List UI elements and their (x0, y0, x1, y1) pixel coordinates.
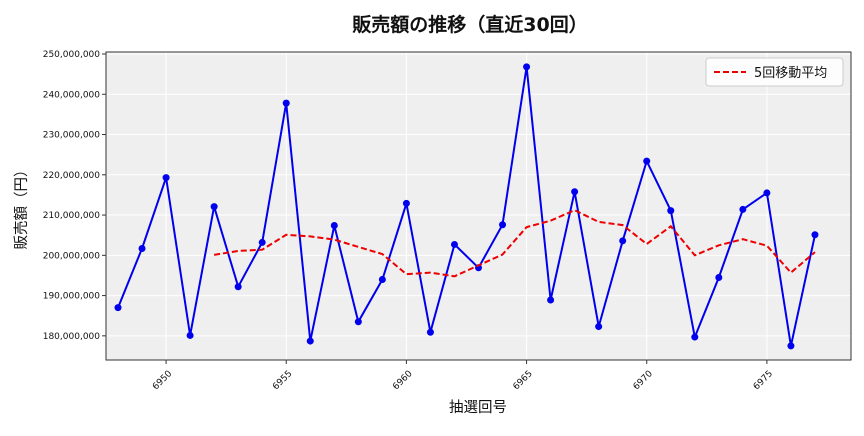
data-point (114, 304, 122, 312)
data-point (162, 174, 170, 182)
data-point (186, 331, 194, 339)
data-point (595, 323, 603, 331)
moving-average-line (213, 209, 816, 278)
series-layer (105, 51, 852, 361)
x-axis-label: 抽選回号 (449, 399, 507, 416)
y-axis-label: 販売額（円） (13, 163, 30, 250)
x-tick-label: 6960 (391, 369, 414, 392)
x-ticks: 6950 6955 6960 6965 6970 6975 (151, 360, 775, 392)
y-tick-label: 210,000,000 (43, 211, 101, 221)
x-tick-label: 6970 (632, 369, 655, 392)
data-point (547, 296, 555, 304)
data-point (450, 240, 458, 248)
y-tick-label: 250,000,000 (43, 50, 101, 60)
data-point (258, 238, 266, 246)
sales-line (117, 66, 816, 347)
plot-frame (105, 51, 852, 361)
data-point (787, 342, 795, 350)
y-tick-label: 190,000,000 (43, 292, 101, 302)
data-point (715, 273, 723, 281)
data-point (330, 222, 338, 230)
data-point (667, 207, 675, 215)
legend: 5回移動平均 (705, 57, 844, 87)
data-point (138, 244, 146, 252)
data-point (691, 333, 699, 341)
data-point (739, 205, 747, 213)
y-tick-label: 240,000,000 (43, 90, 101, 100)
data-point (571, 188, 579, 196)
y-tick-label: 220,000,000 (43, 171, 101, 181)
x-tick-label: 6950 (151, 369, 174, 392)
plot-area (106, 52, 851, 360)
data-point (354, 318, 362, 326)
grid-lines (106, 52, 851, 360)
x-tick-label: 6955 (271, 369, 294, 392)
data-point (210, 203, 218, 211)
chart-title: 販売額の推移（直近30回） (352, 13, 587, 36)
data-point (643, 157, 651, 165)
data-point (619, 237, 627, 245)
data-point (306, 337, 314, 345)
data-point (282, 99, 290, 107)
legend-label-moving-average: 5回移動平均 (754, 66, 827, 81)
data-point (378, 275, 386, 283)
y-ticks: 180,000,000 190,000,000 200,000,000 210,000… (43, 50, 106, 342)
y-tick-label: 230,000,000 (43, 131, 101, 141)
legend-box (705, 57, 844, 87)
y-tick-label: 200,000,000 (43, 251, 101, 261)
data-point (499, 221, 507, 229)
x-tick-label: 6975 (752, 369, 775, 392)
data-point (402, 199, 410, 207)
x-tick-label: 6965 (512, 369, 535, 392)
data-point (811, 231, 819, 239)
data-point (426, 328, 434, 336)
data-point (763, 189, 771, 197)
data-point (234, 283, 242, 291)
y-tick-label: 180,000,000 (43, 332, 101, 342)
data-point (523, 63, 531, 71)
